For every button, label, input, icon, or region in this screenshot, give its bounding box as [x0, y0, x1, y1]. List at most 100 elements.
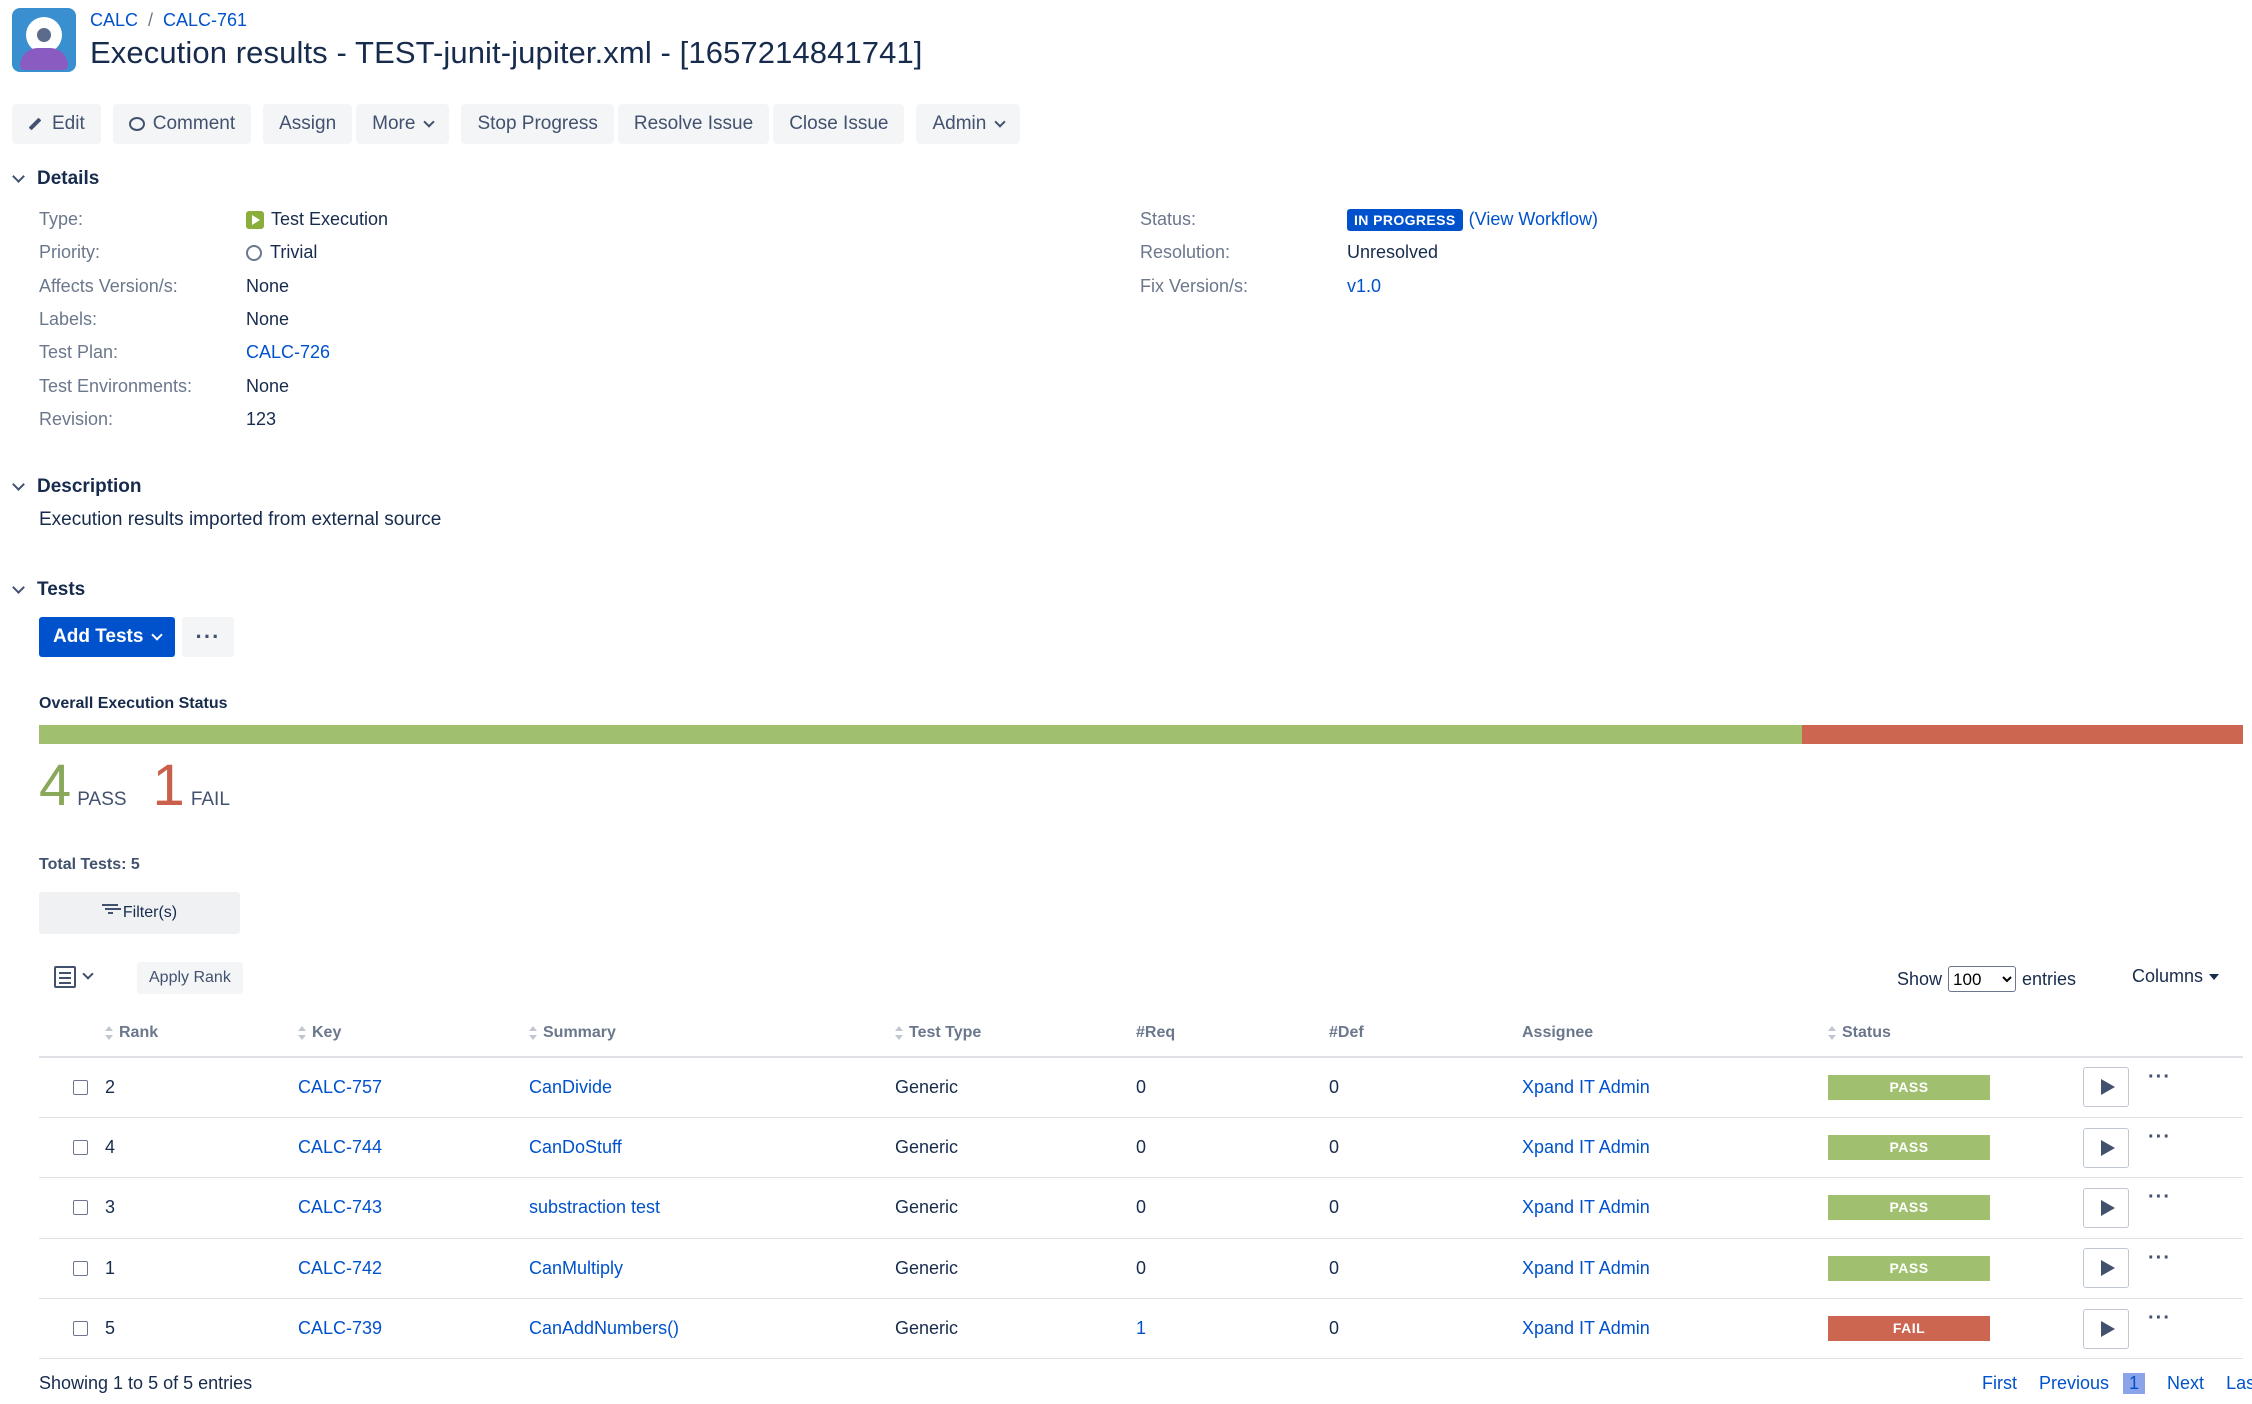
chevron-down-icon[interactable] [82, 968, 94, 980]
rank-column-header[interactable]: Rank [105, 1010, 298, 1058]
pager-next[interactable]: Next [2167, 1373, 2205, 1393]
field-test-environments: Test Environments: None [39, 369, 388, 402]
pager-first[interactable]: First [1982, 1373, 2017, 1393]
test-plan-link[interactable]: CALC-726 [246, 342, 331, 363]
assignee-link[interactable]: Xpand IT Admin [1522, 1076, 1650, 1097]
status-badge: IN PROGRESS [1347, 208, 1463, 231]
rank-cell: 3 [105, 1177, 298, 1239]
row-actions-icon[interactable]: ··· [2148, 1307, 2171, 1330]
sort-icon [1828, 1025, 1836, 1040]
chevron-down-icon [12, 581, 25, 594]
comment-button[interactable]: Comment [112, 104, 252, 144]
filters-label: Filter(s) [122, 904, 178, 921]
pager-last[interactable]: Last [2226, 1373, 2252, 1393]
admin-button[interactable]: Admin [916, 104, 1021, 144]
add-tests-button[interactable]: Add Tests [39, 617, 176, 657]
show-label: Show [1897, 968, 1943, 989]
header-label: Summary [543, 1024, 616, 1041]
row-checkbox[interactable] [73, 1079, 88, 1095]
field-value: Trivial [270, 242, 318, 263]
play-icon[interactable] [2083, 1248, 2129, 1289]
test-type-cell: Generic [895, 1298, 1136, 1360]
assignee-link[interactable]: Xpand IT Admin [1522, 1318, 1650, 1339]
test-key-link[interactable]: CALC-743 [298, 1197, 383, 1218]
filters-button[interactable]: Filter(s) [39, 892, 240, 934]
assign-button[interactable]: Assign [263, 104, 353, 144]
execution-status-bar [39, 725, 2243, 744]
test-key-link[interactable]: CALC-757 [298, 1076, 383, 1097]
tests-more-button[interactable]: ··· [182, 617, 234, 657]
row-actions-icon[interactable]: ··· [2148, 1065, 2171, 1088]
test-summary-link[interactable]: CanDivide [529, 1076, 613, 1097]
stop-progress-button[interactable]: Stop Progress [461, 104, 614, 144]
test-key-link[interactable]: CALC-742 [298, 1257, 383, 1278]
tests-toggle[interactable]: Tests [12, 579, 85, 601]
project-avatar[interactable] [12, 8, 76, 72]
comment-icon [128, 117, 145, 131]
test-key-link[interactable]: CALC-739 [298, 1318, 383, 1339]
test-key-link[interactable]: CALC-744 [298, 1137, 383, 1158]
table-header-row: Rank Key Summary Test Type #Req #Def Ass… [39, 1010, 2243, 1058]
field-affects-versions: Affects Version/s: None [39, 270, 388, 303]
row-checkbox[interactable] [73, 1260, 88, 1276]
status-column-header[interactable]: Status [1828, 1010, 2083, 1058]
play-icon[interactable] [2083, 1127, 2129, 1168]
assign-label: Assign [279, 113, 337, 134]
breadcrumb-issue[interactable]: CALC-761 [163, 10, 248, 30]
test-summary-link[interactable]: CanDoStuff [529, 1137, 622, 1158]
column-selector-icon[interactable] [54, 966, 76, 988]
field-label: Affects Version/s: [39, 275, 178, 296]
fix-version-link[interactable]: v1.0 [1347, 275, 1382, 296]
breadcrumb-separator: / [148, 10, 154, 30]
tests-table: Rank Key Summary Test Type #Req #Def Ass… [39, 1010, 2243, 1360]
pager-previous[interactable]: Previous [2039, 1373, 2110, 1393]
assignee-column-header: Assignee [1522, 1010, 1828, 1058]
req-count-cell: 0 [1136, 1057, 1329, 1118]
key-column-header[interactable]: Key [298, 1010, 529, 1058]
run-column-header [2083, 1010, 2148, 1058]
entries-select[interactable]: 100 [1948, 966, 2017, 992]
resolve-issue-button[interactable]: Resolve Issue [617, 104, 770, 144]
chevron-down-icon [994, 115, 1006, 128]
play-icon[interactable] [2083, 1187, 2129, 1228]
test-summary-link[interactable]: CanMultiply [529, 1257, 624, 1278]
details-right: Status: IN PROGRESS (View Workflow) Resol… [1140, 203, 1598, 303]
assignee-link[interactable]: Xpand IT Admin [1522, 1257, 1650, 1278]
assignee-link[interactable]: Xpand IT Admin [1522, 1137, 1650, 1158]
row-actions-icon[interactable]: ··· [2148, 1186, 2171, 1209]
select-column-header [39, 1010, 105, 1058]
rank-cell: 1 [105, 1238, 298, 1300]
summary-column-header[interactable]: Summary [529, 1010, 895, 1058]
row-checkbox[interactable] [73, 1321, 88, 1337]
play-icon[interactable] [2083, 1308, 2129, 1349]
issue-header: CALC / CALC-761 Execution results - TEST… [12, 8, 923, 72]
showing-entries: Showing 1 to 5 of 5 entries [39, 1373, 253, 1393]
table-row: 4 CALC-744 CanDoStuff Generic 0 0 Xpand IT Adm… [39, 1117, 2243, 1179]
edit-button[interactable]: Edit [12, 104, 101, 144]
test-type-column-header[interactable]: Test Type [895, 1010, 1136, 1058]
fail-segment [1802, 725, 2243, 744]
field-status: Status: IN PROGRESS (View Workflow) [1140, 203, 1598, 236]
field-type: Type: Test Execution [39, 203, 388, 236]
columns-dropdown[interactable]: Columns [2132, 966, 2220, 987]
view-workflow-link[interactable]: (View Workflow) [1468, 209, 1599, 230]
apply-rank-button[interactable]: Apply Rank [137, 962, 243, 994]
more-label: More [372, 113, 416, 134]
test-summary-link[interactable]: substraction test [529, 1197, 661, 1218]
row-actions-icon[interactable]: ··· [2148, 1126, 2171, 1149]
req-count-link[interactable]: 1 [1136, 1318, 1147, 1339]
play-icon[interactable] [2083, 1067, 2129, 1108]
assignee-link[interactable]: Xpand IT Admin [1522, 1197, 1650, 1218]
test-type-cell: Generic [895, 1057, 1136, 1118]
pager-current[interactable]: 1 [2123, 1373, 2146, 1394]
row-actions-icon[interactable]: ··· [2148, 1246, 2171, 1269]
more-button[interactable]: More [356, 104, 450, 144]
entries-label: entries [2022, 968, 2077, 989]
test-summary-link[interactable]: CanAddNumbers() [529, 1318, 680, 1339]
details-toggle[interactable]: Details [12, 168, 99, 190]
close-issue-button[interactable]: Close Issue [773, 104, 905, 144]
row-checkbox[interactable] [73, 1140, 88, 1156]
row-checkbox[interactable] [73, 1200, 88, 1216]
description-toggle[interactable]: Description [12, 476, 142, 498]
breadcrumb-project[interactable]: CALC [90, 10, 139, 30]
